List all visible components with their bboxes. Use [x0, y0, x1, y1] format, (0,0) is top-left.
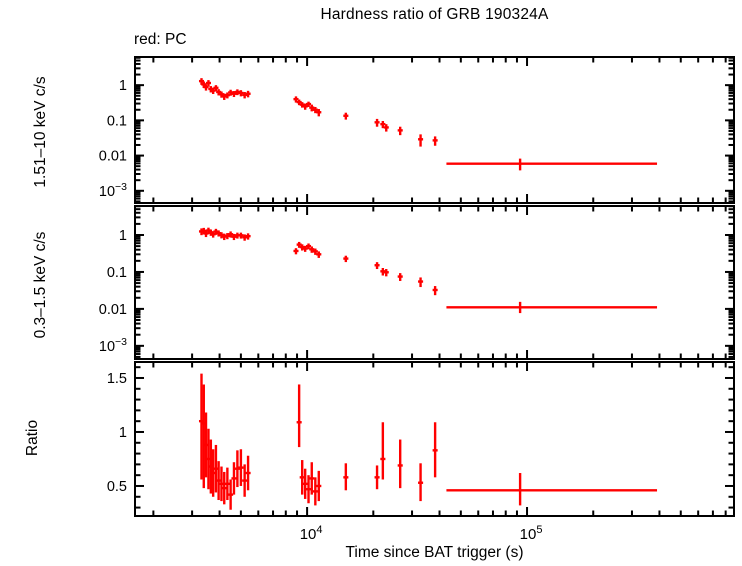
- svg-text:1: 1: [119, 228, 127, 244]
- svg-text:104: 104: [300, 524, 323, 543]
- series-ratio: [198, 373, 658, 510]
- svg-text:0.1: 0.1: [107, 265, 127, 281]
- svg-text:0.01: 0.01: [99, 302, 127, 318]
- svg-text:1: 1: [119, 78, 127, 94]
- x-axis-label: Time since BAT trigger (s): [345, 544, 524, 561]
- y-axis-label-hard-band: 1.51–10 keV c/s: [32, 76, 49, 188]
- legend-note: red: PC: [134, 31, 187, 48]
- svg-text:0.01: 0.01: [99, 149, 127, 165]
- svg-text:0.1: 0.1: [107, 113, 127, 129]
- svg-text:0.5: 0.5: [107, 479, 127, 495]
- panel-soft-band: [134, 205, 735, 360]
- series-hard-band: [198, 78, 658, 171]
- y-axis-label-ratio: Ratio: [24, 419, 41, 457]
- svg-text:10−3: 10−3: [99, 181, 127, 200]
- y-axis-label-soft-band: 0.3–1.5 keV c/s: [32, 231, 49, 339]
- panel-ratio: [134, 361, 735, 517]
- series-soft-band: [198, 227, 658, 314]
- svg-text:10−3: 10−3: [99, 336, 127, 355]
- panel-hard-band: [134, 56, 735, 204]
- svg-text:1: 1: [119, 425, 127, 441]
- svg-text:1.5: 1.5: [107, 371, 127, 387]
- chart-title: Hardness ratio of GRB 190324A: [320, 6, 549, 23]
- svg-text:105: 105: [520, 524, 543, 543]
